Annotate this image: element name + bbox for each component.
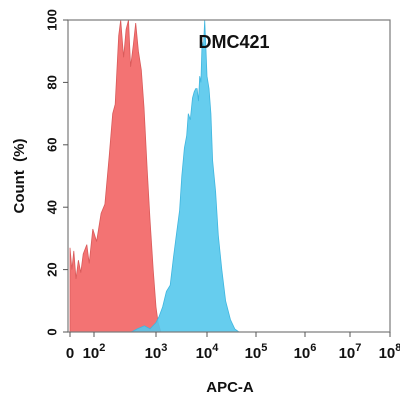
x-tick-label: 107: [339, 342, 362, 362]
x-tick-label: 103: [145, 342, 168, 362]
x-tick-label: 102: [83, 342, 106, 362]
series-area-2: [131, 19, 241, 333]
x-tick-label: 105: [245, 342, 268, 362]
y-tick-label: 0: [45, 328, 60, 335]
x-tick-label: 108: [379, 342, 400, 362]
y-axis-ticks: 0 20 40 60 80 100: [45, 9, 68, 336]
x-tick-label: 0: [66, 345, 74, 362]
x-axis-title: APC-A: [206, 379, 254, 396]
x-tick-label: 104: [196, 342, 220, 362]
y-tick-label: 60: [45, 138, 60, 152]
y-axis-title: Count (%): [11, 139, 28, 214]
y-tick-label: 20: [45, 262, 60, 276]
y-tick-label: 80: [45, 75, 60, 89]
y-tick-label: 40: [45, 200, 60, 214]
series-area-1: [69, 19, 162, 333]
chart-title: DMC421: [198, 32, 269, 52]
y-tick-label: 100: [45, 9, 60, 31]
series-layer: [69, 19, 241, 333]
x-axis-ticks: 0 102 103 104 105 106 107 108: [66, 332, 400, 362]
plot-frame: [67, 19, 391, 333]
x-tick-label: 106: [294, 342, 317, 362]
